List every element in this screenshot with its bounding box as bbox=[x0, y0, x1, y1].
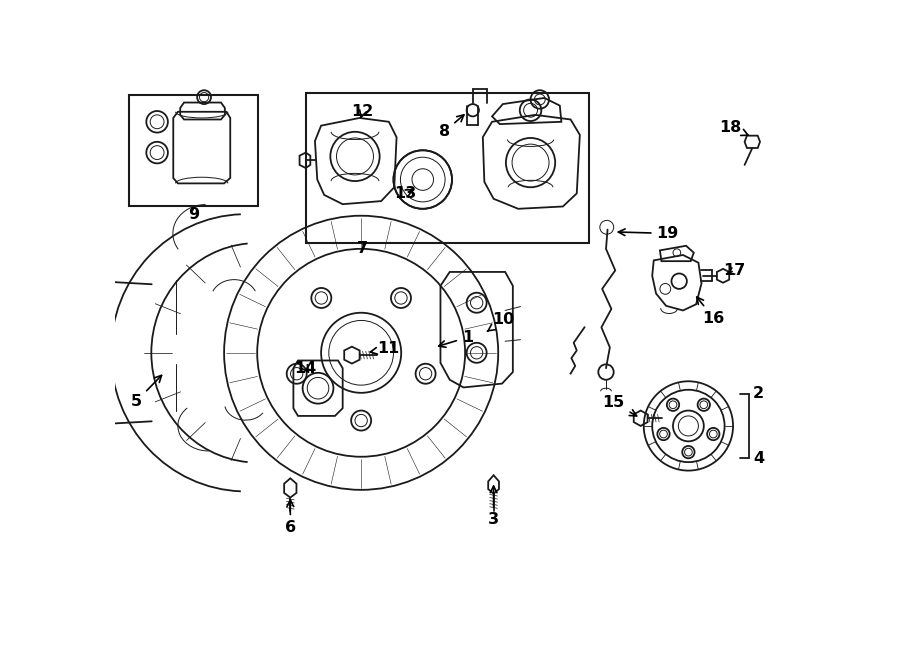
Text: 17: 17 bbox=[724, 263, 746, 278]
Text: 14: 14 bbox=[294, 361, 317, 376]
Text: 19: 19 bbox=[618, 226, 679, 241]
Bar bbox=[129, 95, 258, 207]
Text: 10: 10 bbox=[487, 312, 515, 332]
Text: 2: 2 bbox=[753, 386, 764, 401]
Text: 3: 3 bbox=[488, 486, 500, 528]
Text: 1: 1 bbox=[438, 330, 473, 348]
Bar bbox=[306, 93, 590, 244]
Text: 15: 15 bbox=[603, 395, 636, 416]
Text: 7: 7 bbox=[357, 242, 368, 256]
Text: 12: 12 bbox=[352, 105, 374, 119]
Text: 13: 13 bbox=[395, 186, 417, 201]
Text: 16: 16 bbox=[697, 297, 724, 326]
Text: 8: 8 bbox=[438, 115, 464, 139]
Text: 6: 6 bbox=[284, 500, 296, 535]
Text: 11: 11 bbox=[370, 342, 400, 356]
Text: 5: 5 bbox=[130, 375, 162, 409]
Text: 9: 9 bbox=[188, 207, 199, 222]
Text: 4: 4 bbox=[753, 451, 764, 466]
Text: 18: 18 bbox=[720, 120, 748, 136]
